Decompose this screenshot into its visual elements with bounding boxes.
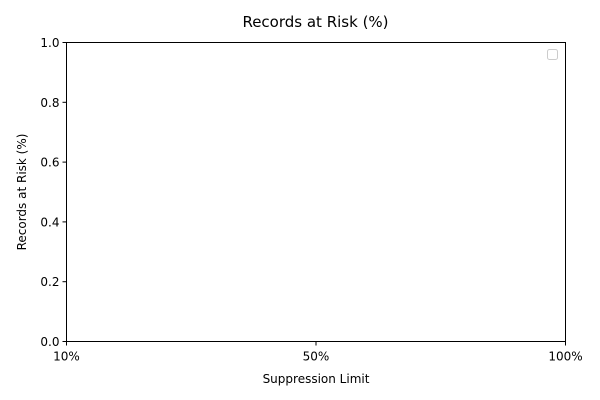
- x-tick-label: 100%: [548, 350, 582, 364]
- y-tick-label: 0.6: [40, 156, 59, 170]
- y-tick-label: 0.2: [40, 275, 59, 289]
- legend-box: [547, 49, 558, 60]
- y-tick-label: 1.0: [40, 36, 59, 50]
- chart-title: Records at Risk (%): [242, 13, 388, 31]
- y-tick-label: 0.8: [40, 96, 59, 110]
- x-tick-label: 50%: [303, 350, 330, 364]
- x-axis-label: Suppression Limit: [263, 372, 370, 386]
- y-axis-label: Records at Risk (%): [15, 134, 29, 251]
- y-tick-label: 0.4: [40, 215, 59, 229]
- x-axis-ticks: 10% 50% 100%: [53, 341, 583, 364]
- y-tick-label: 0.0: [40, 335, 59, 349]
- x-tick-label: 10%: [53, 350, 80, 364]
- plot-area-frame: [66, 42, 566, 342]
- y-axis-ticks: 0.0 0.2 0.4 0.6 0.8 1.0: [40, 36, 67, 349]
